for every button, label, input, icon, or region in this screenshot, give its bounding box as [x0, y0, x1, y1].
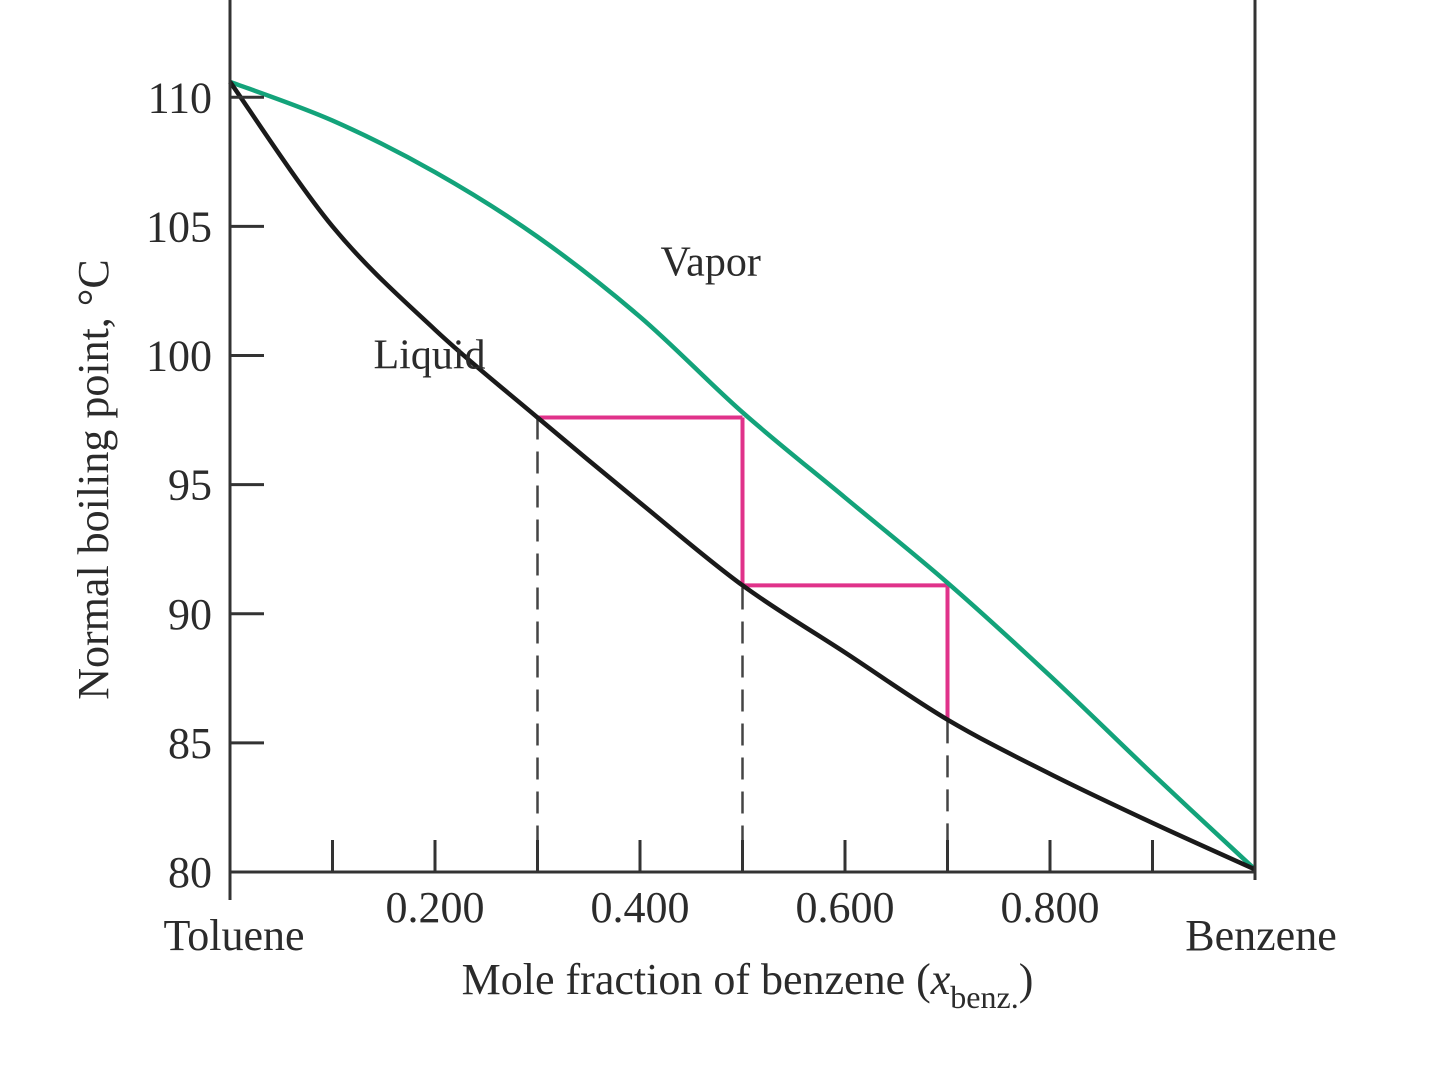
- x-tick-label: 0.800: [1001, 883, 1100, 932]
- y-axis-title: Normal boiling point, °C: [69, 259, 118, 699]
- x-axis-title-open-paren: (: [905, 955, 931, 1004]
- curve-label-vapor: Vapor: [661, 239, 761, 285]
- series-line-vapor: [229, 79, 1257, 872]
- y-tick-label: 80: [168, 848, 212, 897]
- series-line-liquid: [228, 80, 1256, 872]
- y-tick-label: 105: [146, 202, 212, 251]
- step-lines: [537, 415, 950, 720]
- x-tick-label: 0.200: [386, 883, 485, 932]
- labels: Toluene Benzene Mole fraction of benzene…: [69, 73, 1337, 1015]
- x-axis-title-symbol: x: [930, 955, 951, 1004]
- x-tick-label: 0.400: [591, 883, 690, 932]
- x-axis-title-subscript: benz.: [950, 979, 1018, 1015]
- curve-label-liquid: Liquid: [374, 332, 486, 378]
- x-end-label-toluene: Toluene: [163, 911, 304, 960]
- ticks: [230, 95, 1154, 874]
- x-end-label-benzene: Benzene: [1185, 911, 1336, 960]
- curves: [228, 79, 1257, 872]
- y-tick-label: 90: [168, 590, 212, 639]
- y-tick-label: 85: [168, 719, 212, 768]
- x-axis-title: Mole fraction of benzene (xbenz.): [462, 955, 1034, 1015]
- x-axis-title-text: Mole fraction of benzene: [462, 955, 905, 1004]
- x-tick-label: 0.600: [796, 883, 895, 932]
- y-tick-label: 100: [146, 332, 212, 381]
- y-tick-label: 95: [168, 461, 212, 510]
- y-tick-label: 110: [148, 73, 212, 122]
- x-axis-title-close-paren: ): [1019, 955, 1034, 1004]
